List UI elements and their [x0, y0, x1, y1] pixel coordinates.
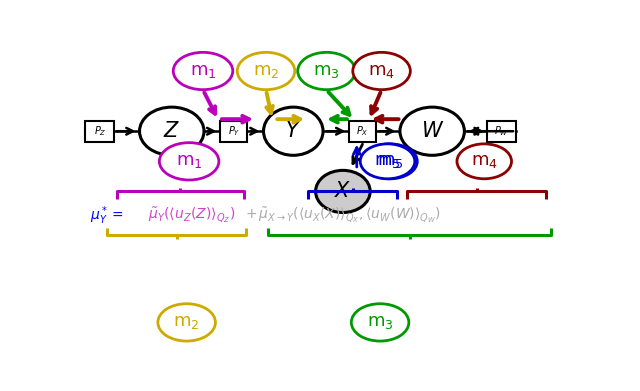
- Text: $P_X$: $P_X$: [356, 124, 369, 138]
- Ellipse shape: [316, 170, 370, 213]
- Ellipse shape: [353, 52, 410, 90]
- FancyBboxPatch shape: [220, 121, 248, 142]
- Text: $Y$: $Y$: [285, 121, 301, 141]
- Text: $\mathrm{m}_4$: $\mathrm{m}_4$: [471, 152, 498, 170]
- Text: $P_Z$: $P_Z$: [93, 124, 106, 138]
- Text: $\tilde{\mu}_Y(\langle u_Z(Z)\rangle_{Q_Z})$: $\tilde{\mu}_Y(\langle u_Z(Z)\rangle_{Q_…: [148, 206, 236, 225]
- Text: $P_Y$: $P_Y$: [228, 124, 240, 138]
- Text: $\mathrm{m}_2$: $\mathrm{m}_2$: [253, 62, 279, 80]
- Ellipse shape: [159, 143, 219, 180]
- Text: $\mathrm{m}_5$: $\mathrm{m}_5$: [377, 152, 403, 170]
- Ellipse shape: [400, 107, 465, 155]
- Text: $\mathrm{m}_5$: $\mathrm{m}_5$: [374, 152, 401, 170]
- FancyBboxPatch shape: [349, 121, 376, 142]
- Ellipse shape: [298, 52, 355, 90]
- Ellipse shape: [457, 144, 511, 179]
- Ellipse shape: [363, 144, 417, 179]
- Ellipse shape: [158, 304, 216, 341]
- Ellipse shape: [140, 107, 204, 155]
- Text: $\mathrm{m}_3$: $\mathrm{m}_3$: [367, 314, 394, 332]
- Text: $X$: $X$: [334, 181, 351, 201]
- FancyBboxPatch shape: [487, 121, 516, 142]
- Text: $\mathrm{m}_1$: $\mathrm{m}_1$: [176, 152, 202, 170]
- Text: $\mathrm{m}_2$: $\mathrm{m}_2$: [173, 314, 200, 332]
- Text: $P_W$: $P_W$: [494, 124, 509, 138]
- Text: $\mathrm{m}_3$: $\mathrm{m}_3$: [313, 62, 340, 80]
- FancyBboxPatch shape: [86, 121, 114, 142]
- Text: $\mu_Y^* = $: $\mu_Y^* = $: [90, 204, 124, 227]
- Ellipse shape: [264, 107, 323, 155]
- Text: $\mathrm{m}_1$: $\mathrm{m}_1$: [189, 62, 216, 80]
- Ellipse shape: [237, 52, 295, 90]
- Ellipse shape: [351, 304, 409, 341]
- Ellipse shape: [360, 144, 415, 179]
- Text: $Z$: $Z$: [163, 121, 180, 141]
- Text: $+ \, \tilde{\mu}_{X \to Y}(\langle u_X(X)\rangle_{Q_X}, \langle u_W(W)\rangle_{: $+ \, \tilde{\mu}_{X \to Y}(\langle u_X(…: [245, 206, 441, 225]
- Text: $W$: $W$: [420, 121, 444, 141]
- Text: $\mathrm{m}_4$: $\mathrm{m}_4$: [368, 62, 395, 80]
- Ellipse shape: [173, 52, 233, 90]
